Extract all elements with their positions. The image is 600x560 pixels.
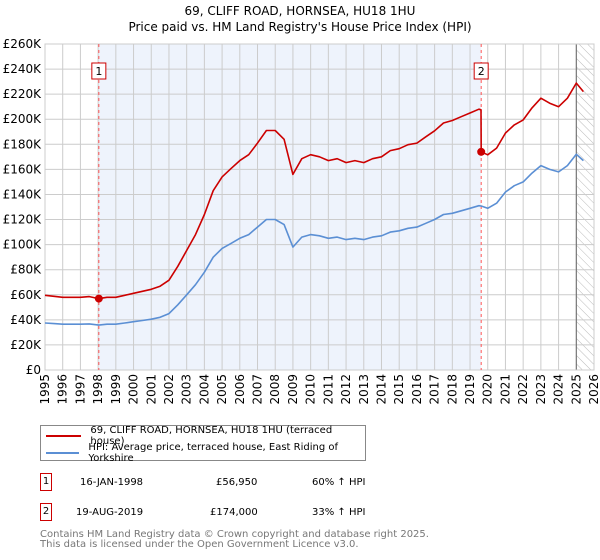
sale-label: 2 [478,65,485,78]
x-tick-label: 2013 [357,374,371,405]
series-line [44,82,585,300]
sale-label-box [473,62,489,80]
y-tick-label: £20K [10,338,42,352]
y-tick-label: £100K [3,238,43,252]
date: 19-AUG-2019 [76,507,144,518]
y-tick-label: £40K [10,313,42,327]
legend-item-property: 69, CLIFF ROAD, HORNSEA, HU18 1HU (terra… [41,425,365,447]
marker-badge: 1 [40,473,52,491]
legend-label: HPI: Average price, terraced house, East… [88,442,339,464]
x-tick-label: 2014 [374,374,388,405]
x-tick-label: 2005 [215,374,229,405]
y-tick-label: £160K [3,162,43,176]
hatched-future-region [576,44,594,370]
footer-copyright: Contains HM Land Registry data © Crown c… [40,529,429,540]
x-tick-label: 1998 [91,374,105,405]
price: £56,950 [216,477,258,488]
x-tick-label: 1995 [38,374,52,405]
x-tick-label: 2000 [127,374,141,405]
footer-licence: This data is licensed under the Open Gov… [40,539,359,550]
y-tick-label: £0 [26,363,41,377]
x-tick-label: 2023 [534,374,548,405]
x-tick-label: 2008 [268,374,282,405]
y-tick-label: £80K [10,263,42,277]
chart-subtitle: Price paid vs. HM Land Registry's House … [128,20,472,34]
x-tick-label: 2026 [587,374,600,405]
legend-swatch-blue [46,452,80,454]
x-tick-label: 2016 [410,374,424,405]
y-tick-label: £260K [3,37,43,51]
x-tick-label: 2021 [498,374,512,405]
sale-label: 1 [95,65,102,78]
x-tick-label: 1999 [109,374,123,405]
x-tick-label: 2022 [516,374,530,405]
marker-badge: 2 [40,503,52,521]
x-tick-label: 2010 [304,374,318,405]
x-tick-label: 2001 [144,374,158,405]
footer: Contains HM Land Registry data © Crown c… [40,530,429,550]
y-tick-label: £180K [3,137,43,151]
sale-point [94,294,103,303]
date: 16-JAN-1998 [80,477,144,488]
x-tick-label: 2017 [428,374,442,405]
legend-swatch-red [46,435,82,437]
legend-item-hpi: HPI: Average price, terraced house, East… [41,442,365,464]
x-tick-label: 2025 [569,374,583,405]
shaded-ownership-period [98,44,482,370]
chart-title: 69, CLIFF ROAD, HORNSEA, HU18 1HU [184,4,416,18]
x-tick-label: 2019 [463,374,477,405]
y-tick-label: £240K [3,62,43,76]
x-tick-label: 1996 [56,374,70,405]
x-tick-label: 1997 [73,374,87,405]
plot-border [44,43,595,371]
sale-point [477,147,486,156]
x-tick-label: 2011 [321,374,335,405]
hpi-change: 60% ↑ HPI [312,477,366,488]
y-tick-label: £140K [3,187,43,201]
x-tick-label: 2015 [392,374,406,405]
x-tick-label: 2009 [286,374,300,405]
hpi-change: 33% ↑ HPI [312,507,366,518]
legend-label: 69, CLIFF ROAD, HORNSEA, HU18 1HU (terra… [90,425,333,447]
y-tick-label: £220K [3,87,43,101]
x-tick-label: 2004 [197,374,211,405]
series-line [44,153,584,326]
legend: 69, CLIFF ROAD, HORNSEA, HU18 1HU (terra… [40,425,366,464]
price: £174,000 [210,507,258,518]
x-tick-label: 2018 [445,374,459,405]
price-chart: £0 £20K £40K £60K £80K £100K £120K £140K £160K £1… [3,37,600,405]
x-tick-label: 2003 [180,374,194,405]
x-tick-label: 2012 [339,374,353,405]
x-tick-label: 2007 [251,374,265,405]
x-tick-label: 2024 [552,374,566,405]
x-tick-label: 2020 [481,374,495,405]
y-tick-label: £60K [10,288,42,302]
y-tick-label: £200K [3,112,43,126]
sale-label-box [91,62,107,80]
x-tick-label: 2002 [162,374,176,405]
y-tick-label: £120K [3,213,43,227]
x-tick-label: 2006 [233,374,247,405]
